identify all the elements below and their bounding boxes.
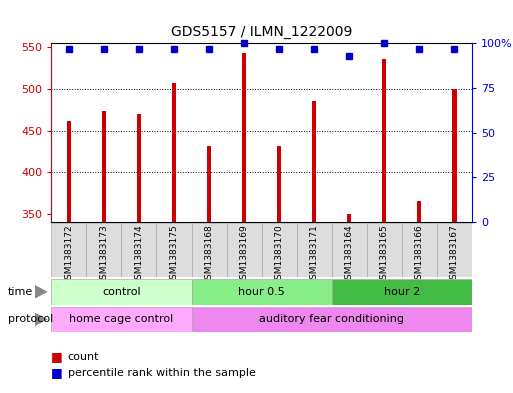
Text: ■: ■: [51, 366, 63, 379]
Text: GSM1383164: GSM1383164: [345, 224, 354, 285]
Text: GSM1383173: GSM1383173: [100, 224, 108, 285]
Bar: [332, 223, 367, 277]
Text: GSM1383166: GSM1383166: [415, 224, 424, 285]
Bar: [367, 223, 402, 277]
Bar: [382, 59, 386, 222]
Bar: [417, 201, 422, 222]
Bar: [437, 223, 472, 277]
Bar: [332, 279, 472, 305]
Polygon shape: [35, 312, 48, 326]
Text: GSM1383169: GSM1383169: [240, 224, 249, 285]
Polygon shape: [35, 285, 48, 299]
Bar: [191, 279, 332, 305]
Bar: [297, 223, 332, 277]
Text: count: count: [68, 352, 99, 362]
Bar: [156, 223, 191, 277]
Bar: [172, 83, 176, 222]
Text: GSM1383167: GSM1383167: [450, 224, 459, 285]
Text: auditory fear conditioning: auditory fear conditioning: [259, 314, 404, 324]
Bar: [277, 146, 281, 222]
Bar: [207, 145, 211, 222]
Bar: [137, 114, 141, 222]
Bar: [402, 223, 437, 277]
Bar: [262, 223, 297, 277]
Text: GSM1383174: GSM1383174: [134, 224, 144, 285]
Bar: [67, 121, 71, 222]
Bar: [191, 223, 227, 277]
Bar: [51, 307, 191, 332]
Bar: [191, 307, 472, 332]
Text: GSM1383172: GSM1383172: [64, 224, 73, 285]
Bar: [102, 112, 106, 222]
Text: control: control: [102, 287, 141, 297]
Text: GSM1383171: GSM1383171: [310, 224, 319, 285]
Text: time: time: [8, 287, 33, 297]
Bar: [122, 223, 156, 277]
Bar: [86, 223, 122, 277]
Text: home cage control: home cage control: [69, 314, 173, 324]
Bar: [242, 53, 246, 222]
Bar: [452, 89, 457, 222]
Text: hour 0.5: hour 0.5: [238, 287, 285, 297]
Bar: [312, 101, 317, 222]
Text: GSM1383175: GSM1383175: [169, 224, 179, 285]
Bar: [227, 223, 262, 277]
Title: GDS5157 / ILMN_1222009: GDS5157 / ILMN_1222009: [171, 26, 352, 39]
Bar: [51, 279, 191, 305]
Text: GSM1383168: GSM1383168: [205, 224, 213, 285]
Text: GSM1383165: GSM1383165: [380, 224, 389, 285]
Text: protocol: protocol: [8, 314, 53, 324]
Text: hour 2: hour 2: [384, 287, 420, 297]
Text: GSM1383170: GSM1383170: [274, 224, 284, 285]
Text: ■: ■: [51, 350, 63, 364]
Bar: [347, 214, 351, 222]
Bar: [51, 223, 86, 277]
Text: percentile rank within the sample: percentile rank within the sample: [68, 367, 255, 378]
